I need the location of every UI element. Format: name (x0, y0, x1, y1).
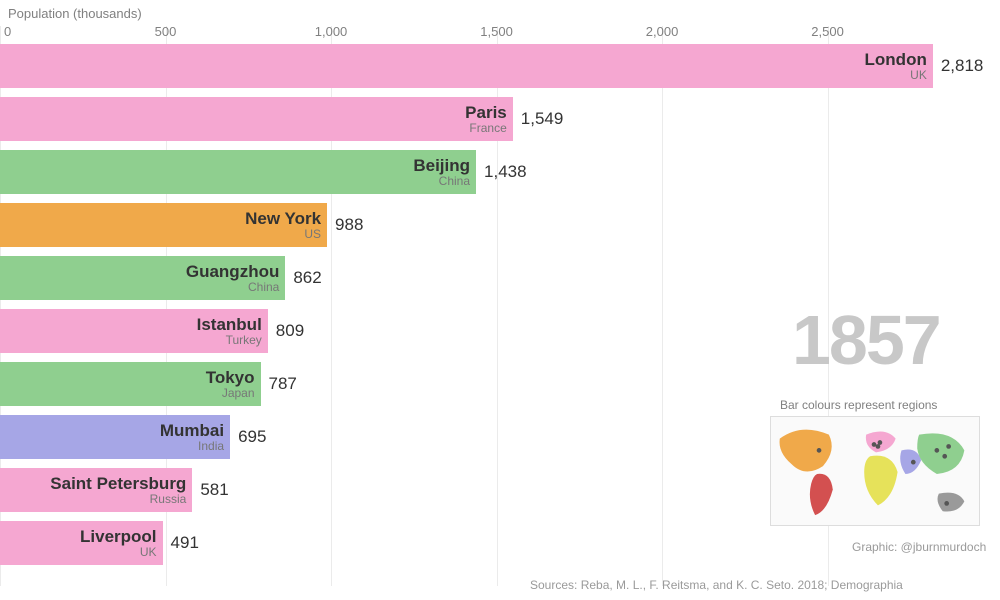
region (810, 474, 833, 515)
bar-row: ParisFrance1,549 (0, 97, 960, 141)
region (917, 433, 964, 474)
bar (0, 309, 268, 353)
map-marker (942, 454, 947, 459)
bar-value: 581 (192, 480, 228, 500)
region (780, 430, 832, 472)
map-marker (934, 448, 939, 453)
bar-row: LiverpoolUK491 (0, 521, 960, 565)
bar-value: 988 (327, 215, 363, 235)
tick-label: 1,000 (315, 24, 348, 39)
bar-value: 2,818 (933, 56, 984, 76)
credit-sources: Sources: Reba, M. L., F. Reitsma, and K.… (530, 578, 903, 592)
tick-label: 500 (155, 24, 177, 39)
tick-label: 0 (4, 24, 11, 39)
bar-value: 809 (268, 321, 304, 341)
bar-row: LondonUK2,818 (0, 44, 960, 88)
bar-value: 491 (163, 533, 199, 553)
map-marker (817, 448, 822, 453)
year-label: 1857 (792, 300, 940, 380)
bar (0, 362, 261, 406)
bar-value: 1,549 (513, 109, 564, 129)
region (864, 456, 897, 506)
bar (0, 97, 513, 141)
bar (0, 521, 163, 565)
legend-map (770, 416, 980, 526)
legend-title: Bar colours represent regions (780, 398, 937, 412)
bar (0, 44, 933, 88)
bar-value: 862 (285, 268, 321, 288)
bar-value: 1,438 (476, 162, 527, 182)
tick-label: 2,500 (811, 24, 844, 39)
map-marker (911, 460, 916, 465)
bar-value: 787 (261, 374, 297, 394)
bar-row: GuangzhouChina862 (0, 256, 960, 300)
credit-graphic: Graphic: @jburnmurdoch (852, 540, 986, 554)
axis-title: Population (thousands) (8, 6, 142, 21)
region (938, 493, 965, 512)
bar-row: New YorkUS988 (0, 203, 960, 247)
bar-row: BeijingChina1,438 (0, 150, 960, 194)
tick-label: 2,000 (646, 24, 679, 39)
bar (0, 468, 192, 512)
bar-value: 695 (230, 427, 266, 447)
map-marker (946, 444, 951, 449)
map-marker (944, 501, 949, 506)
bar (0, 256, 285, 300)
bar (0, 203, 327, 247)
tick-label: 1,500 (480, 24, 513, 39)
bar (0, 415, 230, 459)
map-marker (872, 442, 877, 447)
region (900, 450, 921, 474)
bar (0, 150, 476, 194)
